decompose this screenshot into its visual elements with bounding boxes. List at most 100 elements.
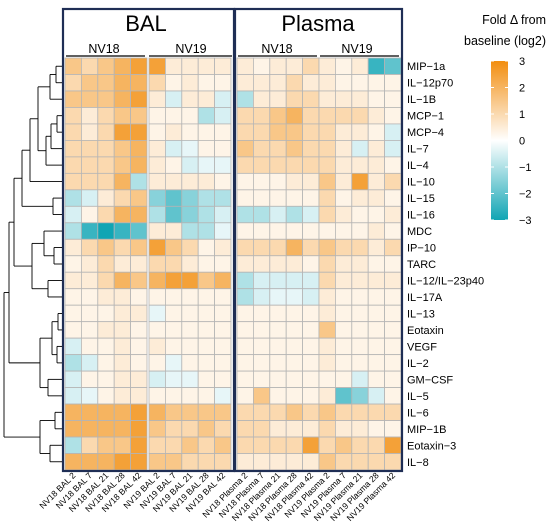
legend-title-line2: baseline (log2) bbox=[464, 34, 546, 48]
heatmap-cell bbox=[351, 354, 369, 372]
heatmap-cell bbox=[181, 74, 199, 92]
heatmap-cell bbox=[113, 255, 131, 273]
heatmap-cell bbox=[384, 288, 402, 306]
heatmap-cell bbox=[197, 238, 215, 257]
heatmap-cell bbox=[197, 90, 215, 108]
heatmap-cell bbox=[164, 123, 183, 141]
heatmap-cell bbox=[214, 238, 232, 257]
heatmap-cell bbox=[351, 387, 369, 405]
heatmap-cell bbox=[384, 436, 402, 454]
row-label: IL−4 bbox=[407, 160, 429, 172]
heatmap-cell bbox=[181, 387, 199, 405]
heatmap-cell bbox=[367, 205, 386, 224]
heatmap-cell bbox=[81, 436, 99, 454]
heatmap-cell bbox=[148, 387, 166, 405]
heatmap-cell bbox=[81, 57, 99, 75]
heatmap-cell bbox=[236, 156, 254, 174]
heatmap-cell bbox=[81, 403, 99, 421]
heatmap-cell bbox=[236, 205, 254, 224]
heatmap-cell bbox=[318, 123, 336, 141]
heatmap-cell bbox=[148, 337, 166, 356]
heatmap-cell bbox=[130, 172, 148, 191]
heatmap-cell bbox=[81, 139, 99, 158]
heatmap-cell bbox=[148, 321, 166, 339]
heatmap-cell bbox=[64, 139, 82, 158]
heatmap-cell bbox=[285, 74, 304, 92]
heatmap-cell bbox=[164, 403, 183, 421]
heatmap-cell bbox=[164, 271, 183, 290]
heatmap-cell bbox=[318, 453, 336, 471]
heatmap-cell bbox=[318, 255, 336, 273]
heatmap-cell bbox=[148, 107, 166, 125]
heatmap-cell bbox=[97, 387, 115, 405]
heatmap-cell bbox=[197, 337, 215, 356]
heatmap-cell bbox=[214, 387, 232, 405]
heatmap-cell bbox=[64, 255, 82, 273]
heatmap-cell bbox=[97, 354, 115, 372]
heatmap-cell bbox=[367, 222, 386, 240]
heatmap-cell bbox=[351, 453, 369, 471]
heatmap-cell bbox=[181, 420, 199, 438]
heatmap-cell bbox=[148, 354, 166, 372]
heatmap-cell bbox=[97, 57, 115, 75]
heatmap-cell bbox=[113, 172, 131, 191]
heatmap-cell bbox=[181, 107, 199, 125]
heatmap-cell bbox=[164, 370, 183, 388]
heatmap-cell bbox=[334, 304, 353, 323]
heatmap-cell bbox=[384, 107, 402, 125]
heatmap-cell bbox=[214, 222, 232, 240]
heatmap-cell bbox=[285, 453, 304, 471]
heatmap-cell bbox=[130, 255, 148, 273]
heatmap-cell bbox=[236, 57, 254, 75]
heatmap-cell bbox=[384, 304, 402, 323]
heatmap-cell bbox=[351, 337, 369, 356]
heatmap-cell bbox=[334, 139, 353, 158]
heatmap-cell bbox=[148, 205, 166, 224]
heatmap-cell bbox=[302, 74, 320, 92]
heatmap-cell bbox=[97, 123, 115, 141]
heatmap-cell bbox=[214, 123, 232, 141]
heatmap-cell bbox=[113, 90, 131, 108]
heatmap-cell bbox=[197, 123, 215, 141]
heatmap-cell bbox=[97, 156, 115, 174]
heatmap-cell bbox=[318, 172, 336, 191]
heatmap-cell bbox=[351, 370, 369, 388]
heatmap-cell bbox=[334, 57, 353, 75]
heatmap-cell bbox=[81, 288, 99, 306]
heatmap-cell bbox=[97, 271, 115, 290]
heatmap-cell bbox=[285, 238, 304, 257]
heatmap-cell bbox=[367, 74, 386, 92]
heatmap-cell bbox=[318, 387, 336, 405]
heatmap-cell bbox=[252, 288, 271, 306]
heatmap-cell bbox=[334, 107, 353, 125]
heatmap-cell bbox=[285, 123, 304, 141]
heatmap-cell bbox=[367, 139, 386, 158]
heatmap-cell bbox=[269, 387, 287, 405]
heatmap-cell bbox=[302, 370, 320, 388]
heatmap-cell bbox=[97, 139, 115, 158]
heatmap-cell bbox=[164, 205, 183, 224]
heatmap-cell bbox=[214, 370, 232, 388]
heatmap-cell bbox=[318, 288, 336, 306]
heatmap-cell bbox=[181, 156, 199, 174]
heatmap-cell bbox=[113, 288, 131, 306]
heatmap-cell bbox=[236, 370, 254, 388]
heatmap-cell bbox=[130, 139, 148, 158]
heatmap-cell bbox=[97, 337, 115, 356]
heatmap-cell bbox=[367, 354, 386, 372]
heatmap-cell bbox=[334, 453, 353, 471]
heatmap-cell bbox=[130, 370, 148, 388]
heatmap-cell bbox=[181, 139, 199, 158]
heatmap-cell bbox=[334, 90, 353, 108]
heatmap-cell bbox=[164, 90, 183, 108]
heatmap-cell bbox=[269, 255, 287, 273]
heatmap-cell bbox=[384, 354, 402, 372]
heatmap-cell bbox=[285, 288, 304, 306]
heatmap-cell bbox=[81, 123, 99, 141]
row-label: IL−7 bbox=[407, 144, 429, 156]
heatmap-cell bbox=[285, 107, 304, 125]
heatmap-cell bbox=[252, 238, 271, 257]
heatmap-cell bbox=[197, 255, 215, 273]
heatmap-cell bbox=[113, 156, 131, 174]
heatmap-cell bbox=[181, 123, 199, 141]
